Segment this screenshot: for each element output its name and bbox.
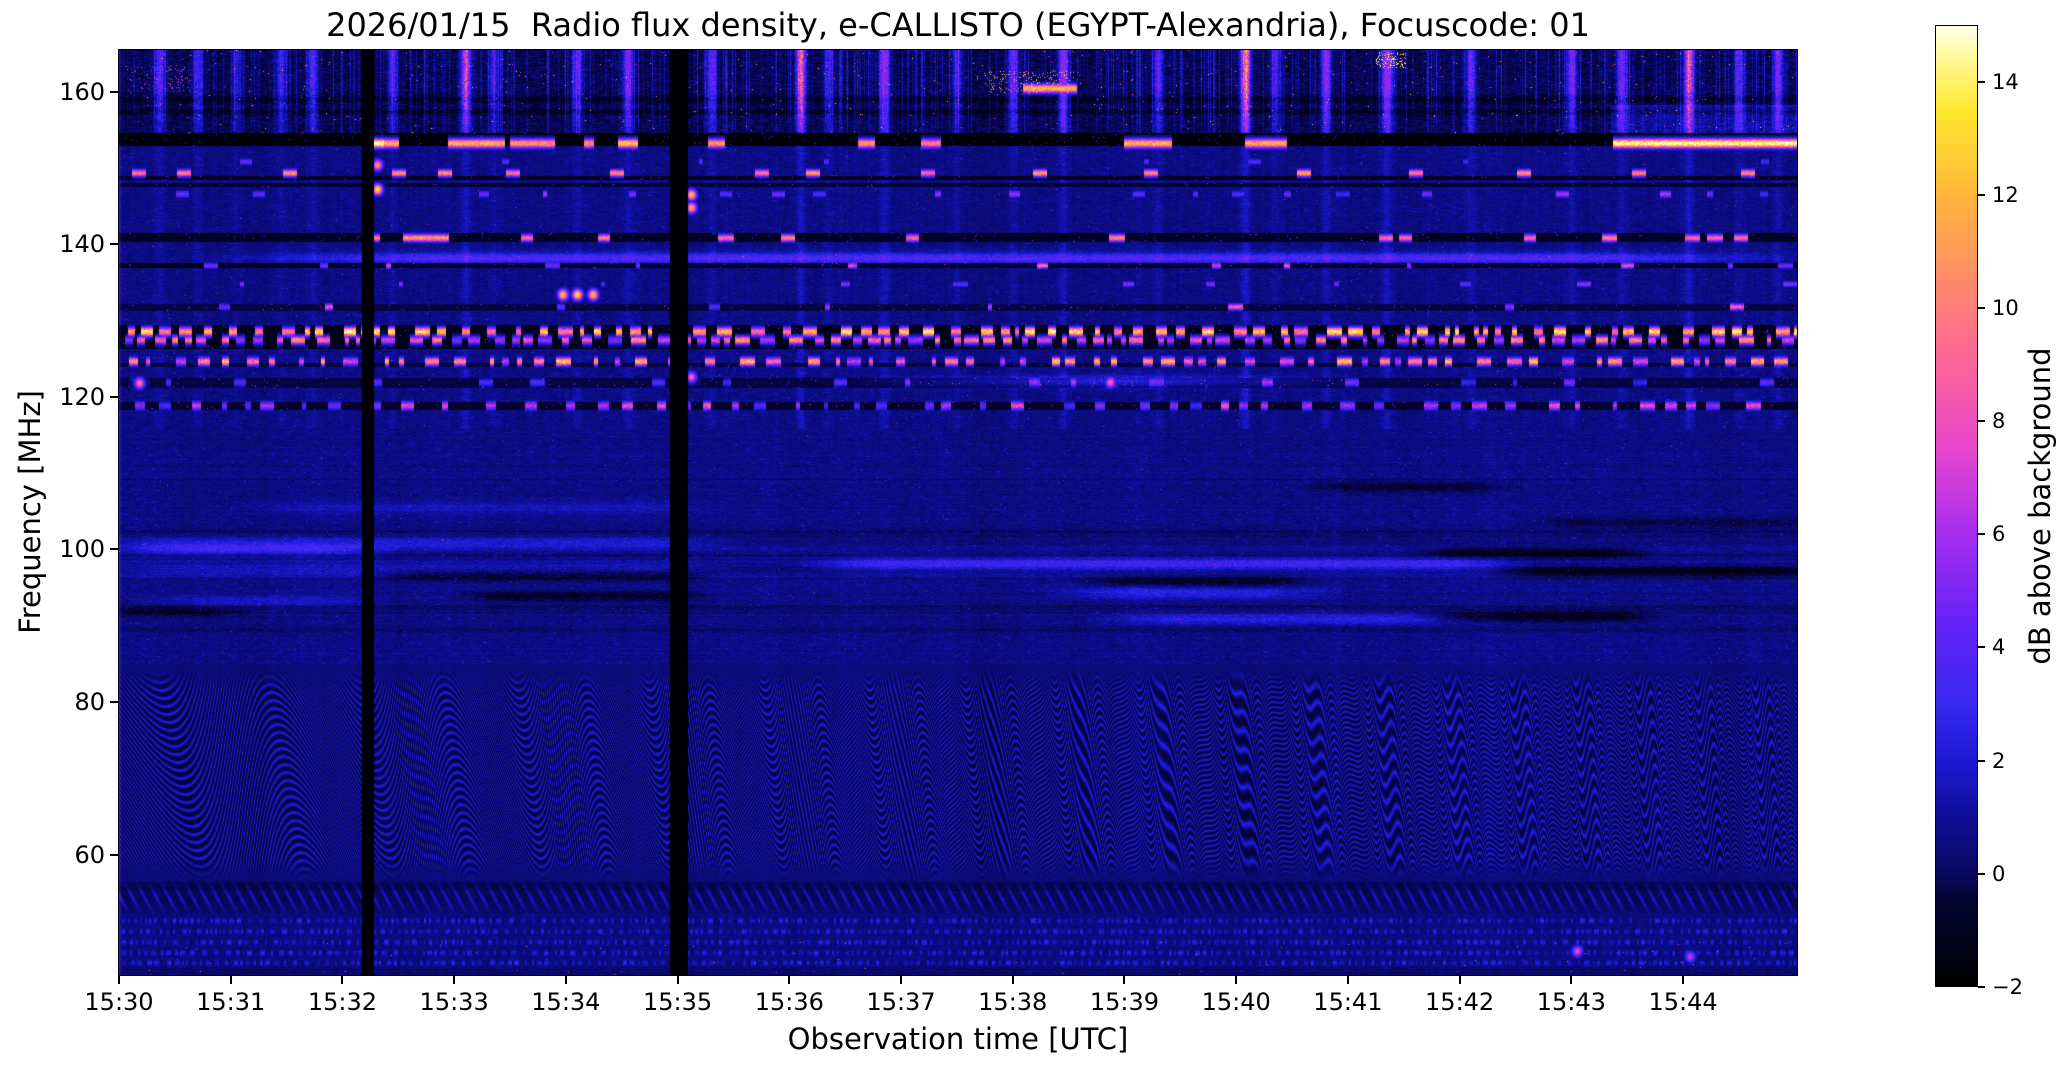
y-tick-label: 80: [74, 687, 105, 716]
colorbar-tick-label: 0: [1992, 861, 2006, 886]
x-tick-mark: [1123, 975, 1126, 984]
y-tick-mark: [110, 700, 119, 703]
y-tick-mark: [110, 90, 119, 93]
y-tick-label: 140: [59, 230, 105, 259]
x-tick-label: 15:43: [1536, 988, 1606, 1016]
x-tick-label: 15:33: [419, 988, 489, 1016]
colorbar-tick-label: 12: [1992, 182, 2019, 207]
x-tick-label: 15:30: [84, 988, 154, 1016]
colorbar-tick-mark: [1978, 193, 1985, 196]
x-tick-mark: [676, 975, 679, 984]
colorbar: [1935, 25, 1978, 987]
colorbar-tick-label: −2: [1992, 975, 2023, 999]
x-tick-mark: [229, 975, 232, 984]
x-tick-mark: [1458, 975, 1461, 984]
x-tick-label: 15:32: [307, 988, 378, 1016]
colorbar-tick-label: 10: [1992, 295, 2019, 320]
colorbar-tick-mark: [1978, 646, 1985, 649]
x-tick-mark: [1346, 975, 1349, 984]
colorbar-tick-label: 14: [1992, 69, 2019, 94]
y-axis-label: Frequency [MHz]: [13, 390, 47, 634]
y-tick-mark: [110, 548, 119, 551]
y-tick-label: 120: [59, 382, 105, 411]
y-tick-label: 60: [74, 840, 105, 869]
x-tick-label: 15:44: [1648, 988, 1718, 1016]
colorbar-tick-mark: [1978, 533, 1985, 536]
y-tick-mark: [110, 243, 119, 246]
x-tick-label: 15:41: [1313, 988, 1383, 1016]
y-tick-label: 160: [59, 77, 105, 106]
y-tick-mark: [110, 853, 119, 856]
x-tick-label: 15:31: [196, 988, 266, 1016]
colorbar-label: dB above background: [2023, 347, 2057, 665]
colorbar-tick-mark: [1978, 80, 1985, 83]
x-axis-label: Observation time [UTC]: [787, 1022, 1129, 1056]
x-tick-label: 15:35: [642, 988, 713, 1016]
x-tick-mark: [1235, 975, 1238, 984]
x-tick-mark: [788, 975, 791, 984]
x-tick-label: 15:36: [754, 988, 824, 1016]
colorbar-tick-label: 4: [1992, 635, 2006, 660]
colorbar-tick-mark: [1978, 759, 1985, 762]
chart-title: 2026/01/15 Radio flux density, e-CALLIST…: [326, 6, 1590, 44]
x-tick-mark: [1011, 975, 1014, 984]
x-tick-label: 15:37: [866, 988, 936, 1016]
colorbar-tick-mark: [1978, 306, 1985, 309]
x-tick-mark: [118, 975, 120, 984]
y-tick-label: 100: [59, 535, 105, 564]
x-tick-mark: [564, 975, 567, 984]
x-tick-mark: [453, 975, 456, 984]
x-tick-mark: [341, 975, 344, 984]
x-tick-label: 15:34: [531, 988, 601, 1016]
x-tick-label: 15:42: [1425, 988, 1495, 1016]
y-tick-mark: [110, 395, 119, 398]
x-tick-label: 15:38: [978, 988, 1048, 1016]
colorbar-tick-mark: [1978, 872, 1985, 875]
colorbar-tick-mark: [1978, 420, 1985, 423]
x-tick-mark: [900, 975, 903, 984]
x-tick-label: 15:39: [1089, 988, 1160, 1016]
x-tick-mark: [1570, 975, 1573, 984]
spectrogram-plot: [118, 49, 1798, 976]
x-tick-mark: [1682, 975, 1685, 984]
x-tick-label: 15:40: [1201, 988, 1271, 1016]
colorbar-tick-label: 8: [1992, 409, 2006, 434]
colorbar-tick-mark: [1978, 986, 1985, 988]
spectrogram-canvas: [119, 50, 1797, 975]
colorbar-tick-label: 6: [1992, 522, 2006, 547]
colorbar-tick-label: 2: [1992, 748, 2006, 773]
